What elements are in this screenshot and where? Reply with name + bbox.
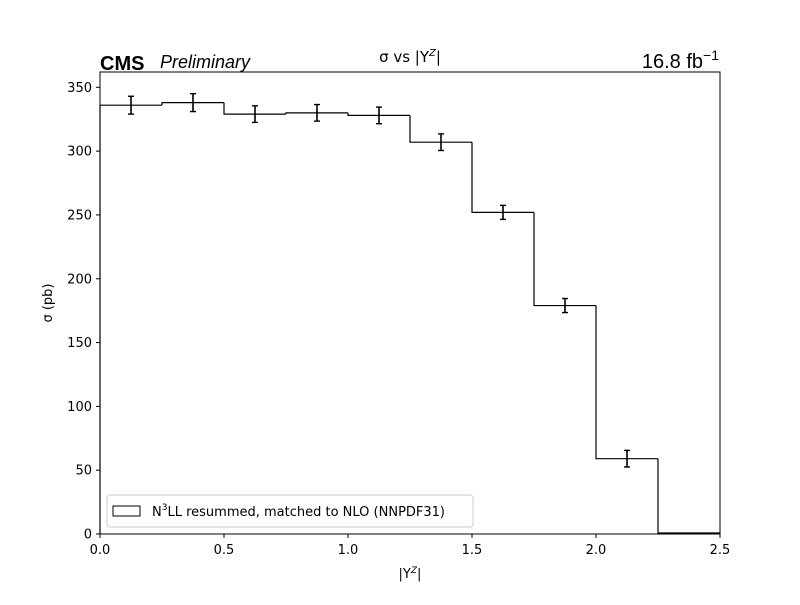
histogram-bin bbox=[347, 112, 410, 116]
legend-box bbox=[106, 494, 474, 528]
error-bar bbox=[438, 133, 444, 152]
error-bar bbox=[190, 92, 196, 113]
luminosity-label: 16.8 fb−1 bbox=[642, 47, 719, 73]
x-tick-label: 2.0 bbox=[586, 543, 607, 558]
error-bar bbox=[314, 103, 320, 122]
histogram-bin bbox=[471, 142, 534, 213]
x-tick-label: 0.5 bbox=[214, 543, 235, 558]
x-axis-label: |YZ| bbox=[399, 566, 422, 582]
y-tick-label: 350 bbox=[67, 81, 92, 96]
histogram-bin bbox=[533, 212, 596, 307]
legend: N3LL resummed, matched to NLO (NNPDF31) bbox=[106, 494, 474, 528]
luminosity-exponent: −1 bbox=[703, 47, 719, 63]
chart-title-suffix: | bbox=[436, 48, 441, 66]
chart-title-superscript: Z bbox=[428, 48, 437, 59]
histogram-bin bbox=[657, 458, 721, 534]
x-axis-label-superscript: Z bbox=[410, 566, 418, 576]
histogram-bins bbox=[99, 102, 721, 534]
legend-entry-suffix: LL resummed, matched to NLO (NNPDF31) bbox=[167, 505, 445, 520]
legend-entry-prefix: N bbox=[152, 505, 162, 520]
y-tick-label: 150 bbox=[67, 336, 92, 351]
error-bar bbox=[624, 449, 630, 468]
axis-ticks: 0.0 0.5 1.0 1.5 2.0 2.5 0 50 100 150 200 250 300 350 bbox=[67, 81, 730, 558]
y-axis-label: σ (pb) bbox=[41, 283, 56, 322]
y-tick-label: 50 bbox=[75, 464, 92, 479]
x-axis-label-prefix: |Y bbox=[399, 567, 411, 582]
error-bar bbox=[562, 297, 568, 314]
legend-entry-superscript: 3 bbox=[162, 503, 168, 513]
error-bar bbox=[376, 106, 382, 125]
histogram-bin bbox=[285, 112, 348, 115]
histogram-bin bbox=[223, 102, 286, 115]
x-tick-label: 1.5 bbox=[462, 543, 483, 558]
histogram-bin bbox=[409, 115, 472, 143]
x-tick-label: 2.5 bbox=[710, 543, 731, 558]
y-tick-label: 250 bbox=[67, 208, 92, 223]
histogram-bin bbox=[161, 102, 224, 106]
luminosity-value: 16.8 fb bbox=[642, 51, 703, 73]
x-tick-label: 1.0 bbox=[338, 543, 359, 558]
histogram-bin bbox=[595, 305, 658, 460]
legend-entry: N3LL resummed, matched to NLO (NNPDF31) bbox=[152, 503, 445, 520]
error-bars bbox=[128, 92, 630, 468]
error-bar bbox=[252, 105, 258, 124]
y-tick-label: 0 bbox=[84, 528, 92, 543]
y-tick-label: 200 bbox=[67, 272, 92, 287]
y-tick-label: 300 bbox=[67, 145, 92, 160]
histogram-bin bbox=[99, 104, 162, 534]
chart-title-prefix: σ vs |Y bbox=[379, 48, 430, 66]
error-bar bbox=[128, 95, 134, 115]
error-bar bbox=[500, 204, 506, 221]
chart-title: σ vs |YZ| bbox=[379, 48, 441, 66]
x-tick-label: 0.0 bbox=[90, 543, 111, 558]
status-label: Preliminary bbox=[160, 52, 251, 72]
experiment-label: CMS bbox=[100, 53, 144, 75]
legend-swatch bbox=[112, 505, 141, 517]
y-tick-label: 100 bbox=[67, 400, 92, 415]
x-axis-label-suffix: | bbox=[417, 567, 421, 582]
